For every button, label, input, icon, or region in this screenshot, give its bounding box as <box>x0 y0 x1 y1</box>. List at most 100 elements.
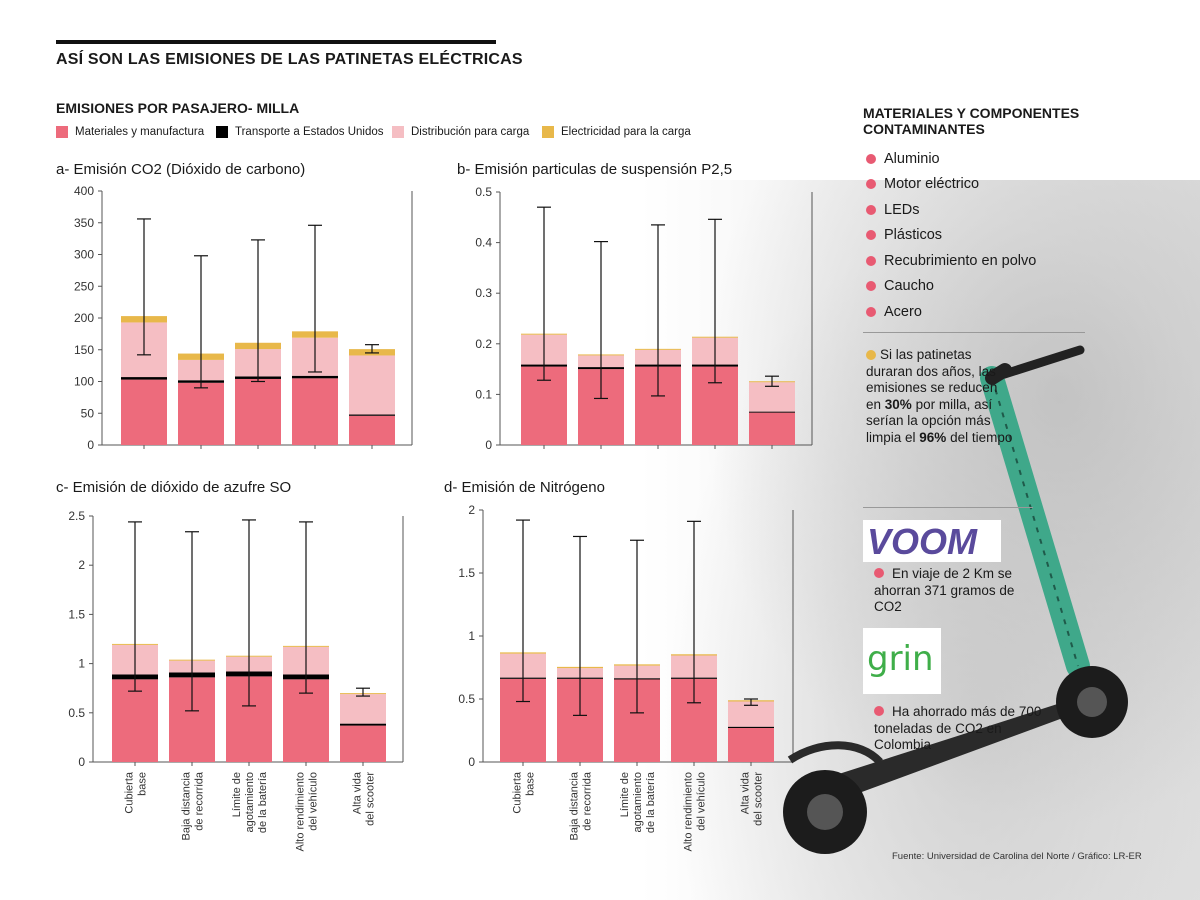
y-tick-label: 250 <box>74 279 94 293</box>
category-label-text: Cubiertabase <box>124 771 149 813</box>
legend: Materiales y manufactura Transporte a Es… <box>56 126 756 144</box>
category-label-text: Alto rendimientodel vehículo <box>683 772 708 852</box>
y-tick-label: 50 <box>81 406 95 420</box>
voom-bullet-icon <box>874 568 884 578</box>
material-bullet-icon <box>866 230 876 241</box>
y-tick-label: 300 <box>74 248 94 262</box>
material-bullet-icon <box>866 306 876 317</box>
divider <box>863 507 1033 508</box>
y-tick-label: 0.3 <box>475 286 492 300</box>
bar-segment <box>340 723 386 726</box>
category-label: Límite deagotamientode la batería <box>231 771 269 833</box>
bar-segment <box>728 727 774 762</box>
y-tick-label: 2 <box>468 503 475 517</box>
material-label: Plásticos <box>884 227 943 244</box>
category-label: Baja distanciade recorrida <box>569 771 594 840</box>
y-tick-label: 1 <box>78 657 85 671</box>
materials-title: MATERIALES Y COMPONENTES CONTAMINANTES <box>863 105 1123 137</box>
y-tick-label: 400 <box>74 184 94 198</box>
bar-segment <box>349 415 395 445</box>
material-label: Motor eléctrico <box>884 176 980 193</box>
chart-title: c- Emisión de dióxido de azufre SO <box>56 479 291 496</box>
material-bullet-icon <box>866 281 876 292</box>
grin-logo-icon: grin <box>867 639 934 679</box>
y-tick-label: 0 <box>87 438 94 452</box>
y-tick-label: 2 <box>78 558 85 572</box>
voom-info: En viaje de 2 Km se ahorran 371 gramos d… <box>874 566 1044 616</box>
y-tick-label: 0.4 <box>475 236 492 250</box>
materials-title-line2: CONTAMINANTES <box>863 121 985 137</box>
category-label: Alto rendimientodel vehículo <box>295 772 320 852</box>
legend-label: Transporte a Estados Unidos <box>235 126 384 138</box>
divider <box>863 332 1085 333</box>
chart-panel-3: d- Emisión de Nitrógeno 0 0.5 1 1.5 2 Cubierta… <box>444 479 794 852</box>
materials-list: Aluminio Motor eléctrico LEDs Plásticos Recu… <box>866 146 1036 325</box>
bar-segment <box>121 379 167 445</box>
legend-label: Materiales y manufactura <box>75 126 205 138</box>
chart-panel-0: a- Emisión CO2 (Dióxido de carbono) 0 50 10… <box>56 161 413 452</box>
material-item: Aluminio <box>866 146 1036 172</box>
section-subtitle: EMISIONES POR PASAJERO- MILLA <box>56 100 300 116</box>
grin-info-text: Ha ahorrado más de 700 toneladas de CO2 … <box>874 704 1042 752</box>
bar-segment <box>728 726 774 728</box>
chart-title: d- Emisión de Nitrógeno <box>444 479 605 496</box>
material-item: Acero <box>866 299 1036 325</box>
chart-panel-2: c- Emisión de dióxido de azufre SO 0 0.5 1 1… <box>56 479 404 852</box>
note-pct-30: 30% <box>884 396 912 412</box>
bar-segment <box>749 411 795 413</box>
category-label: Alta vidadel scooter <box>352 771 377 826</box>
scooter-illustration <box>783 345 1128 854</box>
material-bullet-icon <box>866 153 876 164</box>
y-tick-label: 150 <box>74 343 94 357</box>
bar-segment <box>121 377 167 380</box>
bar-segment <box>340 694 386 724</box>
category-label: Cubiertabase <box>512 771 537 813</box>
category-label: Alto rendimientodel vehículo <box>683 772 708 852</box>
materials-title-line1: MATERIALES Y COMPONENTES <box>863 105 1080 121</box>
legend-label: Electricidad para la carga <box>561 126 691 138</box>
category-label-text: Límite deagotamientode la batería <box>231 771 269 833</box>
y-tick-label: 1.5 <box>458 566 475 580</box>
y-tick-label: 0.5 <box>458 692 475 706</box>
material-label: Acero <box>884 303 922 320</box>
grin-bullet-icon <box>874 706 884 716</box>
grin-info: Ha ahorrado más de 700 toneladas de CO2 … <box>874 704 1044 754</box>
bar-segment <box>178 382 224 445</box>
y-tick-label: 1.5 <box>68 607 85 621</box>
y-tick-label: 0.1 <box>475 387 492 401</box>
y-tick-label: 100 <box>74 375 94 389</box>
category-label: Baja distanciade recorrida <box>181 771 206 840</box>
legend-item-materiales: Materiales y manufactura <box>56 126 204 138</box>
y-tick-label: 350 <box>74 216 94 230</box>
note-text-b: por milla, así serían la opción más limp… <box>866 396 993 445</box>
legend-item-transporte: Transporte a Estados Unidos <box>216 126 384 138</box>
bar-segment <box>292 375 338 379</box>
scooter-icon <box>783 345 1128 854</box>
category-label: Cubiertabase <box>124 771 149 813</box>
svg-text:VOOM: VOOM <box>867 521 978 562</box>
chart-title: b- Emisión particulas de suspensión P2,5 <box>457 161 732 178</box>
material-bullet-icon <box>866 179 876 190</box>
y-tick-label: 1 <box>468 629 475 643</box>
chart-panel-1: b- Emisión particulas de suspensión P2,5… <box>457 161 813 452</box>
bar-segment <box>235 378 281 445</box>
y-tick-label: 2.5 <box>68 509 85 523</box>
bar-segment <box>349 414 395 416</box>
material-bullet-icon <box>866 204 876 215</box>
legend-swatch <box>56 126 68 138</box>
material-label: Caucho <box>884 278 934 295</box>
material-item: Plásticos <box>866 223 1036 249</box>
bar-segment <box>340 725 386 762</box>
bar-segment <box>749 382 795 412</box>
material-label: LEDs <box>884 201 920 218</box>
material-item: Caucho <box>866 274 1036 300</box>
category-label-text: Alta vidadel scooter <box>740 771 765 826</box>
legend-item-distribucion: Distribución para carga <box>392 126 529 138</box>
category-label-text: Baja distanciade recorrida <box>569 771 594 840</box>
legend-item-electricidad: Electricidad para la carga <box>542 126 691 138</box>
category-label-text: Alto rendimientodel vehículo <box>295 772 320 852</box>
material-item: LEDs <box>866 197 1036 223</box>
y-tick-label: 0 <box>468 755 475 769</box>
category-label: Alta vidadel scooter <box>740 771 765 826</box>
